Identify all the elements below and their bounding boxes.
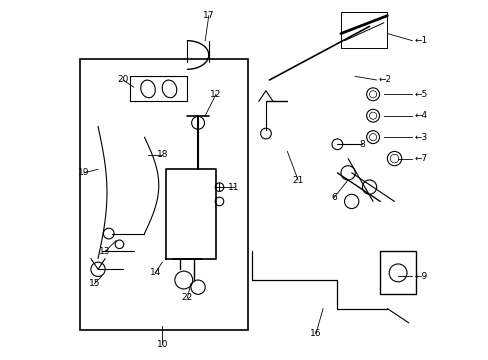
Text: 20: 20 [117, 76, 128, 85]
Text: ←1: ←1 [413, 36, 427, 45]
Bar [380, 251, 415, 294]
Text: 11: 11 [227, 183, 239, 192]
Bar [80, 59, 247, 330]
Text: 13: 13 [99, 247, 111, 256]
Text: ←4: ←4 [413, 111, 427, 120]
Ellipse shape [162, 80, 176, 98]
Text: ←9: ←9 [413, 272, 427, 281]
Text: 16: 16 [309, 329, 321, 338]
Text: ←3: ←3 [413, 132, 427, 141]
Text: 10: 10 [156, 340, 168, 349]
Bar [130, 76, 187, 102]
Text: 14: 14 [149, 268, 161, 277]
Text: 17: 17 [203, 11, 214, 20]
Text: ←2: ←2 [378, 76, 391, 85]
Text: 12: 12 [210, 90, 221, 99]
Text: 21: 21 [292, 176, 303, 185]
Bar [340, 12, 386, 48]
Text: 15: 15 [88, 279, 100, 288]
Text: 6: 6 [330, 193, 336, 202]
Text: 22: 22 [182, 293, 193, 302]
Text: ←7: ←7 [413, 154, 427, 163]
Text: ←5: ←5 [413, 90, 427, 99]
Ellipse shape [141, 80, 155, 98]
Text: 8: 8 [359, 140, 365, 149]
Text: 19: 19 [78, 168, 89, 177]
Text: 18: 18 [156, 150, 168, 159]
